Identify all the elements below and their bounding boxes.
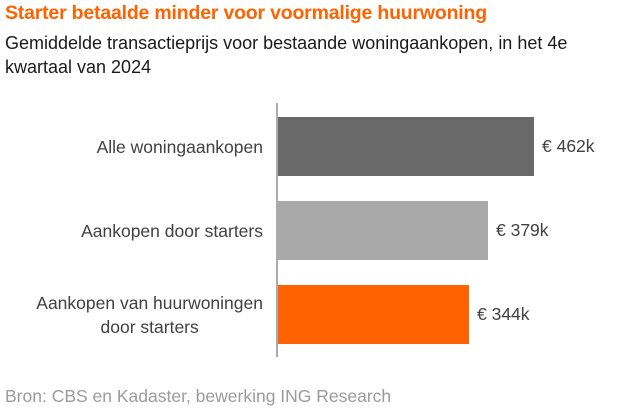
value-label: € 379k: [496, 220, 549, 240]
y-axis-line: [276, 103, 278, 357]
category-label: Aankopen van huurwoningen door starters: [36, 292, 263, 337]
bar-chart-rows: Alle woningaankopen € 462k Aankopen door s…: [0, 117, 626, 344]
chart-row: Aankopen van huurwoningen door starters €…: [0, 285, 626, 344]
bar-chart: Alle woningaankopen € 462k Aankopen door s…: [0, 103, 626, 357]
chart-title: Starter betaalde minder voor voormalige …: [5, 2, 487, 24]
chart-row: Aankopen door starters € 379k: [0, 201, 626, 260]
bar: [278, 117, 534, 176]
chart-row: Alle woningaankopen € 462k: [0, 117, 626, 176]
source-attribution: Bron: CBS en Kadaster, bewerking ING Res…: [5, 386, 392, 406]
bar: [278, 285, 469, 344]
bar-area: € 379k: [278, 201, 549, 260]
bar: [278, 201, 488, 260]
bar-area: € 462k: [278, 117, 595, 176]
category-label: Aankopen door starters: [81, 220, 263, 241]
bar-area: € 344k: [278, 285, 530, 344]
category-label: Alle woningaankopen: [96, 136, 263, 157]
value-label: € 344k: [477, 304, 530, 324]
value-label: € 462k: [542, 136, 595, 156]
chart-subtitle: Gemiddelde transactieprijs voor bestaand…: [5, 33, 568, 77]
